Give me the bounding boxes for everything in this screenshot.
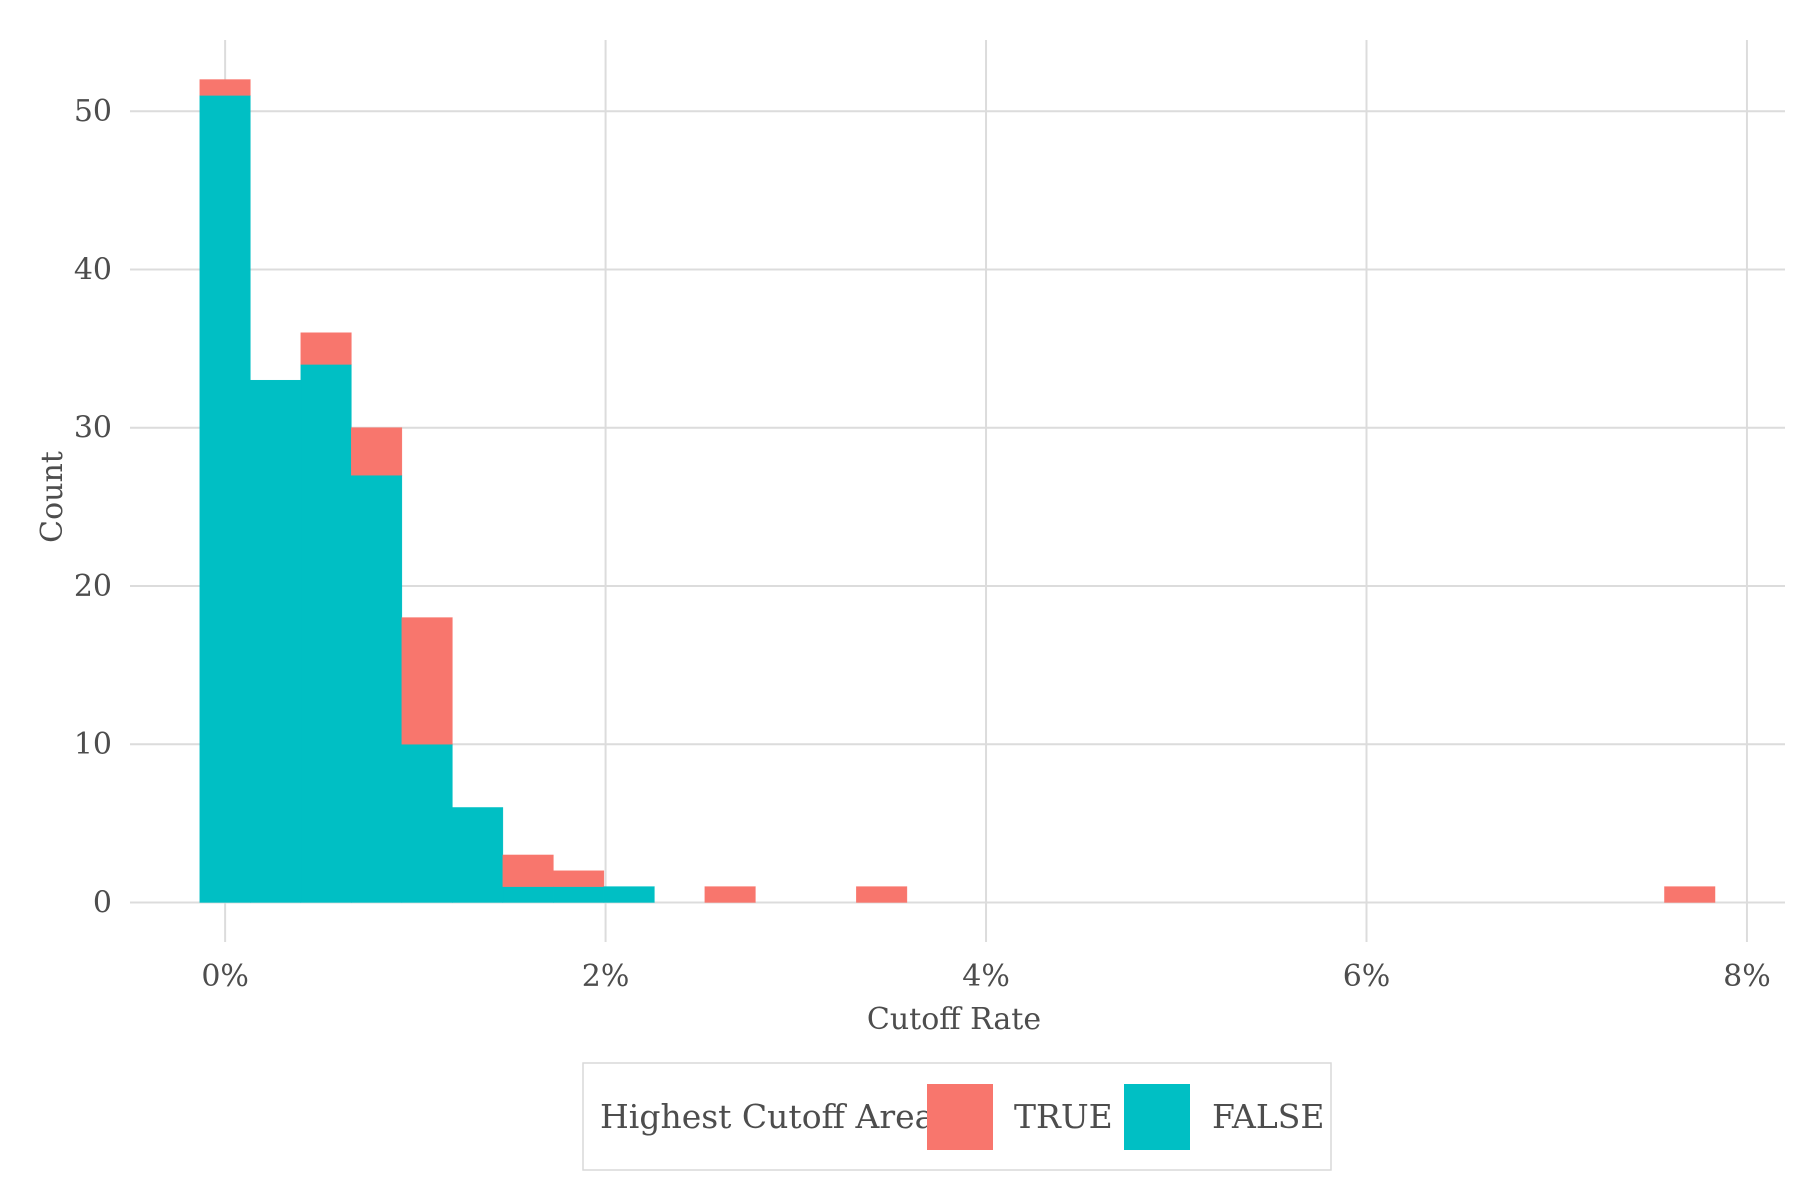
- bar-false-bin-1: [250, 379, 302, 903]
- y-tick-label-30: 30: [74, 411, 112, 446]
- bar-true-bin-7: [553, 870, 605, 887]
- x-tick-label-6: 6%: [1343, 959, 1391, 994]
- x-tick-label-0: 0%: [201, 959, 249, 994]
- legend-label-true: TRUE: [1014, 1097, 1113, 1136]
- bar-true-bin-29: [1664, 886, 1716, 903]
- bar-false-bin-3: [351, 474, 403, 903]
- y-tick-label-50: 50: [74, 94, 112, 129]
- bar-false-bin-4: [401, 743, 453, 903]
- legend-title: Highest Cutoff Area: [600, 1097, 934, 1136]
- y-tick-label-0: 0: [93, 885, 112, 920]
- x-tick-label-4: 4%: [962, 959, 1010, 994]
- y-tick-label-10: 10: [74, 727, 112, 762]
- legend-label-false: FALSE: [1212, 1097, 1324, 1136]
- bar-false-bin-0: [199, 95, 251, 903]
- y-tick-label-20: 20: [74, 569, 112, 604]
- legend-key-false: [1124, 1084, 1190, 1150]
- x-axis-ticks: 0% 2% 4% 6% 8%: [201, 959, 1770, 994]
- bar-false-bin-2: [300, 364, 352, 903]
- x-axis-title: Cutoff Rate: [867, 1002, 1041, 1037]
- bar-true-bin-3: [351, 427, 403, 476]
- bar-true-bin-6: [502, 854, 554, 887]
- bar-true-bin-13: [856, 886, 908, 903]
- bar-true-bin-4: [401, 617, 453, 745]
- bar-true-bin-10: [704, 886, 756, 903]
- bar-false-bin-6: [502, 886, 554, 903]
- y-tick-label-40: 40: [74, 252, 112, 287]
- y-axis-title: Count: [35, 451, 70, 543]
- bar-false-bin-5: [452, 807, 504, 903]
- legend-key-true: [927, 1084, 993, 1150]
- bars: [199, 79, 1716, 903]
- bar-false-bin-8: [603, 886, 655, 903]
- bar-true-bin-2: [300, 332, 352, 365]
- bar-false-bin-7: [553, 886, 605, 903]
- bar-true-bin-0: [199, 79, 251, 96]
- x-tick-label-2: 2%: [582, 959, 630, 994]
- y-axis-ticks: 0 10 20 30 40 50: [74, 94, 112, 920]
- legend: Highest Cutoff Area TRUE FALSE: [582, 1062, 1332, 1171]
- x-tick-label-8: 8%: [1723, 959, 1771, 994]
